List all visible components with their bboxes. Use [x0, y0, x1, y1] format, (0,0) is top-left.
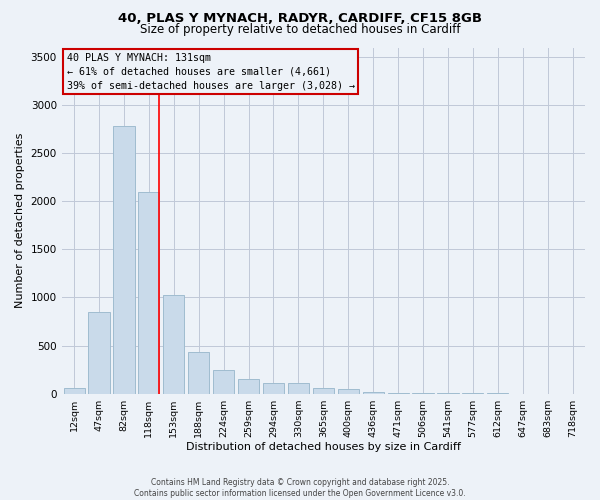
Bar [338, 389, 359, 394]
Bar [138, 192, 160, 394]
Bar [113, 126, 134, 394]
Bar [88, 312, 110, 394]
Y-axis label: Number of detached properties: Number of detached properties [15, 133, 25, 308]
Text: 40, PLAS Y MYNACH, RADYR, CARDIFF, CF15 8GB: 40, PLAS Y MYNACH, RADYR, CARDIFF, CF15 … [118, 12, 482, 26]
Bar [238, 378, 259, 394]
Bar [313, 388, 334, 394]
Bar [288, 384, 309, 394]
Bar [263, 384, 284, 394]
Bar [213, 370, 234, 394]
Bar [362, 392, 384, 394]
X-axis label: Distribution of detached houses by size in Cardiff: Distribution of detached houses by size … [186, 442, 461, 452]
Text: Contains HM Land Registry data © Crown copyright and database right 2025.
Contai: Contains HM Land Registry data © Crown c… [134, 478, 466, 498]
Text: 40 PLAS Y MYNACH: 131sqm
← 61% of detached houses are smaller (4,661)
39% of sem: 40 PLAS Y MYNACH: 131sqm ← 61% of detach… [67, 52, 355, 90]
Text: Size of property relative to detached houses in Cardiff: Size of property relative to detached ho… [140, 22, 460, 36]
Bar [64, 388, 85, 394]
Bar [188, 352, 209, 394]
Bar [163, 294, 184, 394]
